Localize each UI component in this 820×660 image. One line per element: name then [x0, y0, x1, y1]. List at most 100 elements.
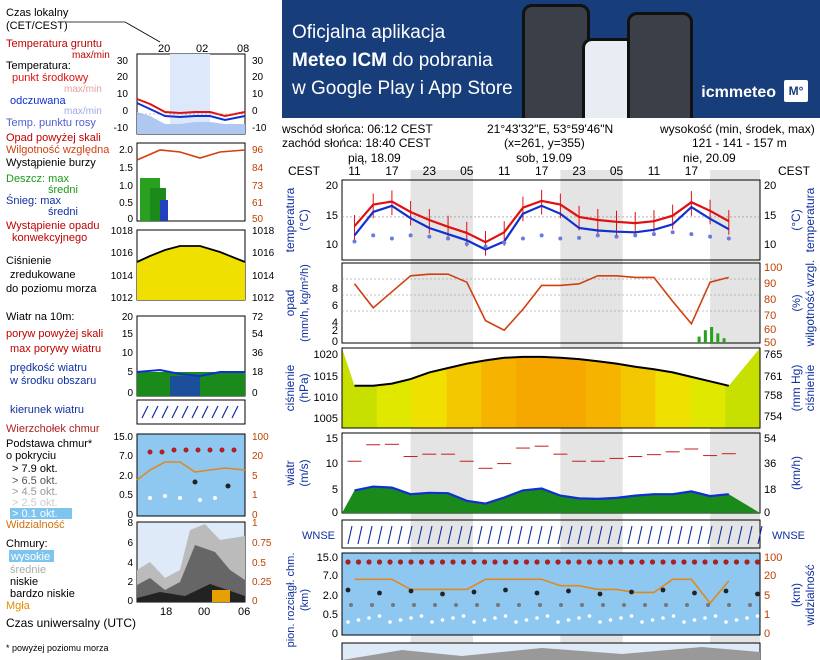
humidity-tick-r1: 100 — [764, 262, 782, 274]
pressure-tick-l3: 1010 — [314, 392, 338, 404]
dewpoint-point — [595, 233, 600, 238]
pressure-axis-unit-r: (mm Hg) — [789, 365, 803, 412]
app-banner[interactable]: Oficjalna aplikacja Meteo ICM do pobrani… — [282, 0, 820, 118]
cloud-top-point — [744, 559, 750, 565]
pressure-tick-r4: 754 — [764, 411, 782, 423]
dewpoint-point — [464, 242, 469, 246]
dewpoint-point — [539, 233, 544, 238]
day-label-2: sob, 19.09 — [516, 151, 572, 165]
hour-tick-label: 23 — [423, 164, 437, 178]
compass-left-icon: WNSE — [302, 530, 335, 542]
pressure-tick-r3: 758 — [764, 390, 782, 402]
hour-tick-label: 17 — [685, 164, 699, 178]
pressure-band — [481, 348, 517, 428]
cloud-base-point — [514, 620, 518, 624]
cloud-base-point — [643, 603, 647, 607]
legend-local-time-tz: (CET/CEST) — [6, 20, 68, 32]
wind-direction-arrow — [427, 525, 433, 545]
legend-precip-tick-l5: 0 — [127, 214, 133, 225]
cloud-top-point — [471, 559, 477, 565]
rain-bar — [710, 327, 714, 343]
legend-visibility-line — [136, 461, 246, 481]
legend-snow-mid: średni — [48, 206, 78, 218]
legend-cloudbase-panel: 15.0 7.0 2.0 0.5 0 100 20 5 1 0 Wierzcho… — [6, 423, 269, 531]
banner-line-2: Meteo ICM do pobrania — [292, 50, 493, 72]
legend-wind-tick-r4: 18 — [252, 367, 264, 378]
cloud-visibility-panel: 15.0 7.0 2.0 0.5 0 100 20 5 1 0 pion. ro… — [285, 552, 817, 647]
legend-humidity-line — [136, 149, 246, 161]
legend-temp-tick-r2: 20 — [252, 72, 264, 83]
cloud-base-point — [640, 620, 644, 624]
cloud-top-point — [576, 559, 582, 565]
rain-bar — [703, 330, 707, 343]
precipitation-panel: 8 6 4 2 0 100 90 80 70 60 50 opad (mm/h,… — [283, 260, 817, 349]
legend-precip-tick-r1: 96 — [252, 145, 264, 156]
cloud-base-point — [706, 603, 710, 607]
precip-axis-unit: (mm/h, kg/m²/h) — [299, 264, 311, 342]
legend-clouds-tick-l3: 4 — [127, 558, 133, 569]
wind-direction-arrow — [617, 525, 623, 545]
vis-tick-r2: 20 — [764, 570, 776, 582]
cloud-base-point — [472, 620, 476, 624]
cloud-base-point — [482, 618, 487, 622]
wind-axis-unit-r: (km/h) — [789, 456, 803, 490]
wind-direction-arrow — [557, 525, 563, 545]
legend-cloud-tick-l3: 2.0 — [119, 471, 133, 482]
cloud-base-point — [601, 603, 605, 607]
legend-winddir: kierunek wiatru — [10, 404, 84, 416]
cloud-top-point — [492, 559, 498, 565]
cloud-base-point — [598, 620, 602, 624]
humidity-tick-r4: 70 — [764, 310, 776, 322]
cloud-base-point — [349, 603, 353, 607]
clouds-panel-partial — [341, 642, 761, 660]
legend-precip-tick-l4: 0.5 — [119, 198, 133, 209]
phone-mockup — [522, 4, 590, 118]
wind-direction-arrow — [547, 525, 553, 545]
pressure-axis-label: ciśnienie — [283, 364, 297, 411]
cloud-base-point — [619, 616, 623, 620]
wind-axis-label: wiatr — [283, 460, 297, 486]
wind-direction-arrow — [507, 525, 513, 545]
legend-utc: Czas uniwersalny (UTC) — [6, 616, 136, 630]
legend-temp-panel: 30 20 10 0 -10 30 20 10 0 -10 Temperatur… — [6, 38, 267, 135]
wind-direction-arrow — [757, 525, 763, 545]
pressure-panel: 1020 1015 1010 1005 765 761 758 754 ciśn… — [283, 347, 817, 429]
cloud-top-point — [439, 559, 446, 565]
legend-temp-tick-l1: 30 — [117, 56, 129, 67]
legend-feels-maxmin: max/min — [64, 106, 102, 117]
legend-pressure-tick-l3: 1014 — [111, 271, 134, 282]
wind-direction-arrow — [597, 525, 603, 545]
cloud-top-point — [429, 559, 435, 565]
legend-wind-tick-r3: 36 — [252, 348, 264, 359]
dewpoint-point — [352, 239, 357, 244]
legend-temp-tick-l4: 0 — [122, 106, 128, 117]
legend-wind-tick-r1: 72 — [252, 312, 264, 323]
cloud-top-point — [565, 559, 572, 565]
legend-clouds-tick-l5: 0 — [127, 596, 133, 607]
dewpoint-point — [670, 230, 675, 235]
legend-precip-tick-r2: 84 — [252, 163, 264, 174]
cloud-base-point — [556, 620, 560, 624]
cloud-base-point — [370, 603, 374, 607]
meteogram: CEST CEST pią, 18.09 sob, 19.09 nie, 20.… — [283, 151, 817, 660]
precip-tick-l1: 8 — [332, 283, 338, 295]
legend-precip-occur2: konwekcyjnego — [12, 232, 87, 244]
pressure-above-mask — [342, 348, 760, 386]
cloud-top-point — [660, 559, 666, 565]
cloud-top-point — [513, 559, 519, 565]
legend-clouds-tick-l4: 2 — [127, 577, 133, 588]
icmmeteo-logo: icmmeteo — [701, 84, 776, 101]
cloud-base-point — [703, 616, 707, 620]
legend-clouds-tick-r5: 0 — [252, 596, 258, 607]
hour-tick-label: 11 — [348, 164, 361, 178]
cloud-top-point — [481, 559, 488, 565]
cloud-base-point — [345, 587, 351, 593]
legend-wind-speed2: w środku obszaru — [9, 375, 96, 387]
cloud-base-point — [408, 588, 414, 594]
banner-line-1: Oficjalna aplikacja — [292, 22, 446, 43]
cloud-base-point — [419, 614, 424, 618]
cloud-base-point — [471, 589, 477, 595]
legend-cloud-base: Podstawa chmur* — [6, 438, 93, 450]
legend-local-tick-3: 08 — [237, 43, 249, 55]
cloud-top-point — [397, 559, 404, 565]
